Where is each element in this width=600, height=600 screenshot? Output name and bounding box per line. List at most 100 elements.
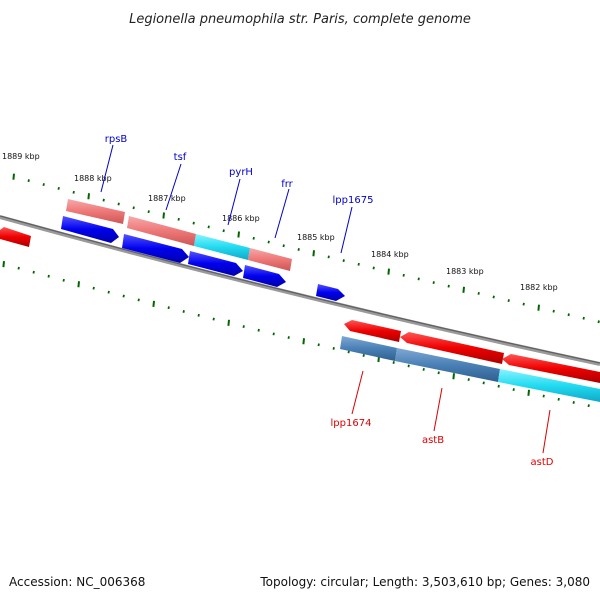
outer-tick-row xyxy=(12,173,600,324)
tick-mark xyxy=(522,302,525,306)
tick-mark xyxy=(312,250,315,257)
leader-rpsB xyxy=(100,144,114,193)
tick-mark xyxy=(222,229,225,233)
tick-mark xyxy=(237,231,240,238)
tick-mark xyxy=(282,244,285,248)
upper-label-leaders xyxy=(100,144,353,254)
tick-mark xyxy=(347,350,350,354)
lower-cds-arrows xyxy=(344,320,600,383)
tick-mark xyxy=(407,364,410,368)
leader-astD xyxy=(542,409,551,454)
tick-mark xyxy=(537,304,540,311)
tick-mark xyxy=(317,343,320,347)
tick-mark xyxy=(362,354,365,357)
tick-mark xyxy=(497,384,500,388)
label-lpp1675: lpp1675 xyxy=(333,195,374,206)
cds-arrow-tsf[interactable] xyxy=(122,234,189,263)
tick-mark xyxy=(177,217,180,221)
gene-lpp1674[interactable] xyxy=(340,336,397,361)
cds-arrow-astD[interactable] xyxy=(502,354,600,383)
tick-mark xyxy=(452,373,455,380)
tick-label-1886: 1886 kbp xyxy=(222,214,260,223)
tick-mark xyxy=(137,298,140,302)
tick-mark xyxy=(147,210,150,214)
tick-mark xyxy=(482,381,485,385)
gene-astD[interactable] xyxy=(498,369,600,402)
tick-mark xyxy=(287,336,290,340)
tick-mark xyxy=(87,193,90,200)
tick-mark xyxy=(107,290,110,294)
tick-mark xyxy=(92,286,95,290)
tick-mark xyxy=(297,248,300,251)
label-pyrH: pyrH xyxy=(229,167,253,178)
label-astB: astB xyxy=(422,435,444,446)
tick-mark xyxy=(552,309,555,313)
gene-rpsB[interactable] xyxy=(66,199,125,224)
tick-mark xyxy=(492,295,495,299)
tick-mark xyxy=(152,300,155,307)
tick-mark xyxy=(267,240,270,244)
tick-label-1889: 1889 kbp xyxy=(2,152,40,161)
label-astD: astD xyxy=(531,457,554,468)
tick-mark xyxy=(167,306,170,310)
cds-arrow-lpp1674[interactable] xyxy=(344,320,401,342)
tick-mark xyxy=(332,346,335,350)
tick-mark xyxy=(432,281,435,285)
cds-arrow-astB[interactable] xyxy=(400,332,504,364)
gene-frr[interactable] xyxy=(248,248,292,271)
tick-mark xyxy=(102,198,105,202)
cds-arrow-left-edge[interactable] xyxy=(0,227,31,247)
cds-arrow-lpp1675[interactable] xyxy=(316,284,345,301)
leader-astB xyxy=(433,387,443,432)
tick-mark xyxy=(587,404,590,408)
label-lpp1674: lpp1674 xyxy=(331,418,372,429)
leader-tsf xyxy=(165,163,182,211)
label-frr: frr xyxy=(281,179,293,190)
tick-mark xyxy=(542,394,545,398)
tick-mark xyxy=(467,378,470,382)
tick-mark xyxy=(272,332,275,336)
tick-mark xyxy=(192,221,195,225)
tick-mark xyxy=(507,299,510,303)
cds-arrow-pyrH[interactable] xyxy=(188,251,243,276)
tick-mark xyxy=(77,281,80,288)
label-tsf: tsf xyxy=(174,152,187,163)
lower-label-leaders xyxy=(351,370,551,454)
tick-mark xyxy=(402,273,405,277)
upper-gene-labels: rpsB tsf pyrH frr lpp1675 xyxy=(105,134,374,206)
genome-backbone-highlight xyxy=(0,215,600,364)
tick-mark xyxy=(182,310,185,313)
leader-pyrH xyxy=(227,178,241,226)
gene-astB[interactable] xyxy=(395,348,500,382)
tick-mark xyxy=(2,260,5,268)
tick-mark xyxy=(62,278,65,282)
tick-mark xyxy=(557,397,560,401)
upper-gene-band xyxy=(66,199,292,271)
tick-mark xyxy=(12,173,15,180)
label-rpsB: rpsB xyxy=(105,134,128,145)
gene-tsf[interactable] xyxy=(127,216,196,246)
cds-arrow-rpsB[interactable] xyxy=(61,216,119,243)
lower-gene-labels: lpp1674 astB astD xyxy=(331,418,554,468)
tick-mark xyxy=(462,286,465,293)
tick-mark xyxy=(392,361,395,364)
tick-label-1887: 1887 kbp xyxy=(148,194,186,203)
tick-label-1885: 1885 kbp xyxy=(297,233,335,242)
tick-mark xyxy=(42,183,45,186)
leader-lpp1674 xyxy=(351,370,364,415)
gene-pyrH[interactable] xyxy=(194,234,250,260)
tick-mark xyxy=(207,225,210,229)
tick-mark xyxy=(477,291,480,295)
tick-labels: 1889 kbp 1888 kbp 1887 kbp 1886 kbp 1885… xyxy=(2,152,558,292)
tick-mark xyxy=(597,320,600,324)
tick-mark xyxy=(357,262,360,266)
tick-mark xyxy=(72,190,75,194)
leader-frr xyxy=(274,188,290,239)
tick-mark xyxy=(422,367,425,371)
tick-mark xyxy=(302,338,305,345)
tick-mark xyxy=(132,206,135,210)
tick-mark xyxy=(162,212,165,219)
tick-label-1883: 1883 kbp xyxy=(446,267,484,276)
tick-mark xyxy=(582,316,585,320)
cds-arrow-frr[interactable] xyxy=(243,265,286,287)
